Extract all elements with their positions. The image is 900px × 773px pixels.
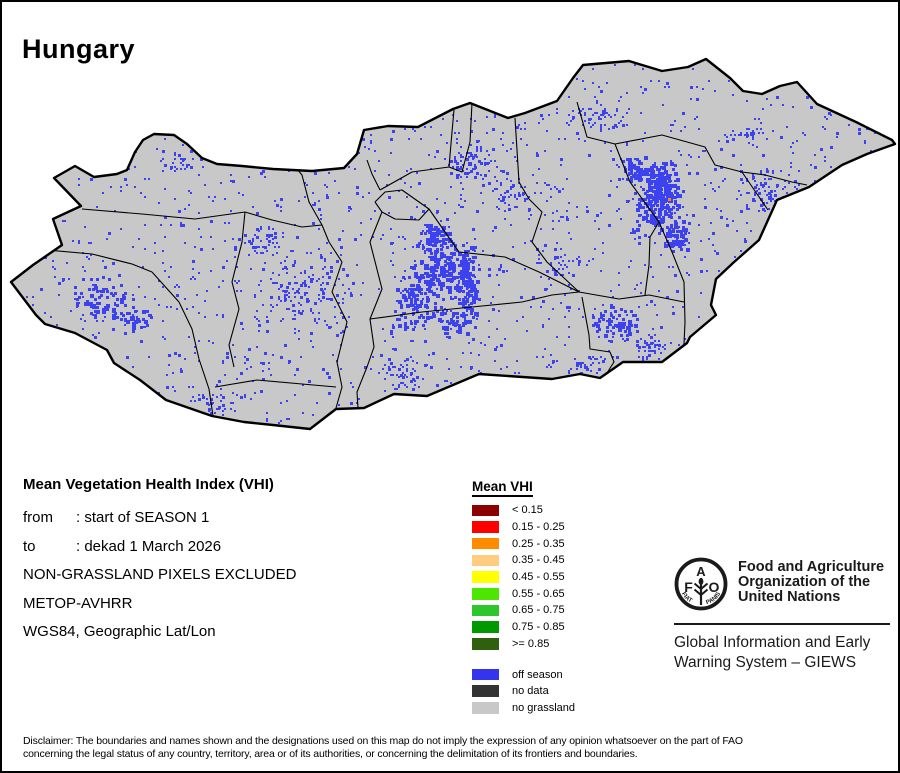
legend-extra-list: off season no data no grassland [472,666,642,716]
legend-title: Mean VHI [472,479,533,497]
legend-swatch [472,504,499,517]
legend-item: off season [472,666,642,683]
fao-divider [674,623,890,625]
legend-swatch [472,604,499,617]
info-title: Mean Vegetation Health Index (VHI) [23,476,274,493]
legend-label: 0.75 - 0.85 [512,621,565,634]
info-line: from : start of SEASON 1 [23,509,463,538]
info-line: NON-GRASSLAND PIXELS EXCLUDED [23,566,463,595]
legend-item: 0.35 - 0.45 [472,552,642,569]
legend-item: 0.55 - 0.65 [472,585,642,602]
legend-swatch [472,588,499,600]
legend-label: 0.25 - 0.35 [512,537,565,550]
legend-item: < 0.15 [472,502,642,519]
map-info-block: Mean Vegetation Health Index (VHI) from:… [23,476,463,652]
legend-label: no data [512,685,549,698]
legend-label: 0.55 - 0.65 [512,587,565,600]
legend-item: no data [472,683,642,700]
legend-swatch [472,621,499,633]
info-rows: from : start of SEASON 1 to : dekad 1 March… [23,509,463,652]
hungary-map [9,57,897,431]
legend-label: < 0.15 [512,504,543,517]
legend-swatch [472,702,499,714]
fao-logo-icon: A F O FIAT PANIS [674,557,728,611]
legend-item: 0.25 - 0.35 [472,535,642,552]
page-title: Hungary [22,34,136,65]
legend-label: 0.35 - 0.45 [512,554,565,567]
legend-item: 0.15 - 0.25 [472,519,642,536]
svg-text:O: O [709,579,720,595]
legend-label: 0.15 - 0.25 [512,521,565,534]
info-line-value: METOP-AVHRR [23,594,133,612]
legend-label: no grassland [512,701,575,714]
svg-text:A: A [696,564,706,579]
legend-swatch [472,554,499,567]
fao-block: A F O FIAT PANIS Food and Agriculture Or… [674,554,892,671]
giews-label: Global Information and Early Warning Sys… [674,634,871,671]
info-line: WGS84, Geographic Lat/Lon [23,623,463,652]
legend-swatch [472,668,499,681]
country-border [9,57,897,431]
info-line: to : dekad 1 March 2026 [23,538,463,567]
legend-item: 0.75 - 0.85 [472,619,642,636]
legend-swatch [472,571,499,583]
legend-item: >= 0.85 [472,636,642,653]
legend-label: >= 0.85 [512,637,550,650]
legend-swatch [472,638,499,650]
vhi-legend: Mean VHI < 0.15 0.15 - 0.25 0.25 - 0.35 0.3… [472,478,642,716]
legend-label: 0.65 - 0.75 [512,604,565,617]
legend-item: no grassland [472,700,642,717]
fao-org-name: Food and Agriculture Organization of the… [738,559,885,606]
info-line-label: from [23,509,53,526]
legend-swatch [472,537,499,550]
svg-text:F: F [684,579,693,595]
info-line-value: NON-GRASSLAND PIXELS EXCLUDED [23,566,297,584]
info-line: METOP-AVHRR [23,595,463,624]
legend-swatch [472,521,499,533]
legend-label: 0.45 - 0.55 [512,571,565,584]
legend-item: 0.45 - 0.55 [472,569,642,586]
legend-label: off season [512,668,563,681]
legend-class-list: < 0.15 0.15 - 0.25 0.25 - 0.35 0.35 - 0.45 0… [472,502,642,652]
legend-item: 0.65 - 0.75 [472,602,642,619]
info-line-value: : dekad 1 March 2026 [76,537,222,555]
info-line-value: : start of SEASON 1 [76,509,210,526]
county-borders [46,101,808,417]
info-line-value: WGS84, Geographic Lat/Lon [23,623,216,641]
disclaimer-text: Disclaimer: The boundaries and names sho… [23,735,743,761]
legend-swatch [472,685,499,697]
info-line-label: to [23,537,36,555]
